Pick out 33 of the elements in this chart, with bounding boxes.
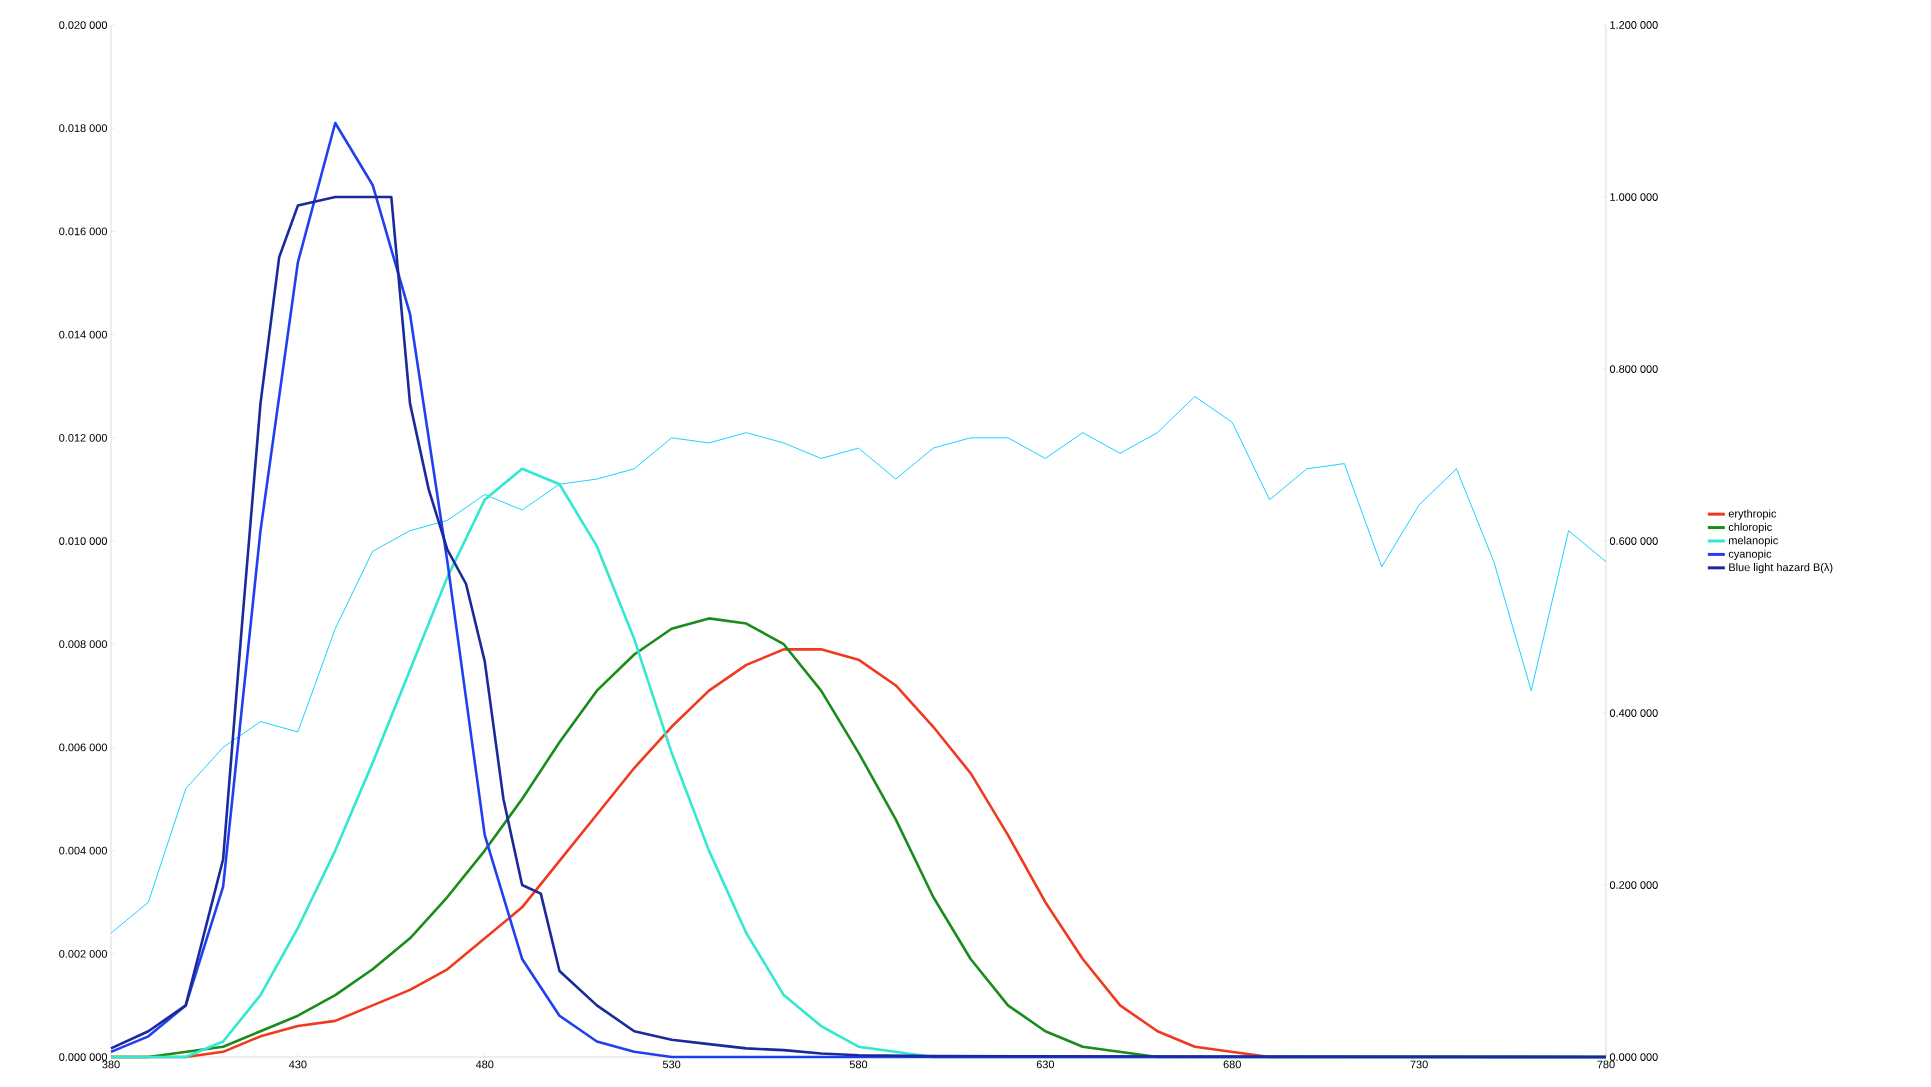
y2-tick-label: 1.200 000 — [1610, 21, 1658, 29]
x-tick-label: 380 — [102, 1060, 120, 1069]
y2-tick-label: 0.000 000 — [1609, 1053, 1658, 1061]
y2-tick-label: 0.200 000 — [1609, 881, 1658, 889]
x-tick-label: 780 — [1597, 1060, 1615, 1069]
x-tick-label: 530 — [662, 1060, 681, 1069]
legend-label: melanopic — [1729, 536, 1778, 547]
y2-tick-label: 0.400 000 — [1609, 709, 1658, 717]
x-tick-label: 430 — [288, 1060, 307, 1069]
x-tick-label: 480 — [475, 1060, 494, 1069]
x-tick-label: 730 — [1410, 1060, 1428, 1069]
legend-label: chloropic — [1728, 522, 1772, 534]
y-tick-label: 0.010 000 — [59, 537, 108, 545]
legend-label: erythropic — [1728, 509, 1777, 520]
y-tick-label: 0.020 000 — [59, 21, 108, 29]
y-tick-label: 0.004 000 — [59, 846, 108, 855]
y-tick-label: 0.000 000 — [59, 1053, 108, 1061]
y2-tick-label: 0.800 000 — [1609, 365, 1658, 373]
y-tick-label: 0.012 000 — [59, 433, 108, 442]
y-tick-label: 0.018 000 — [59, 124, 108, 133]
line-series — [110, 396, 1607, 934]
y-tick-label: 0.002 000 — [59, 949, 108, 958]
x-tick-label: 630 — [1036, 1060, 1055, 1069]
y-tick-label: 0.008 000 — [59, 640, 108, 649]
legend-label: Blue light hazard B(λ) — [1729, 563, 1833, 574]
y-tick-label: 0.016 000 — [59, 227, 108, 236]
x-tick-label: 680 — [1223, 1060, 1241, 1069]
y-tick-label: 0.014 000 — [59, 330, 108, 339]
y2-tick-label: 1.000 000 — [1610, 193, 1658, 201]
y2-tick-label: 0.600 000 — [1609, 537, 1658, 545]
y-tick-label: 0.006 000 — [59, 743, 108, 752]
legend-label: cyanopic — [1728, 549, 1772, 560]
x-tick-label: 580 — [849, 1060, 868, 1069]
